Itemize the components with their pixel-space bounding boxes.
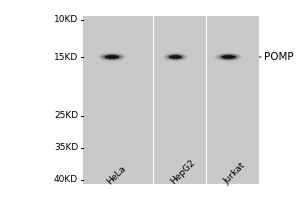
Ellipse shape <box>107 55 117 59</box>
Ellipse shape <box>105 55 119 59</box>
Ellipse shape <box>225 56 232 58</box>
Ellipse shape <box>219 54 238 60</box>
Text: 40KD: 40KD <box>54 176 78 184</box>
Ellipse shape <box>104 55 120 59</box>
Ellipse shape <box>101 54 123 60</box>
Text: 25KD: 25KD <box>54 112 78 120</box>
Ellipse shape <box>221 55 236 59</box>
Text: HeLa: HeLa <box>106 163 128 186</box>
Ellipse shape <box>221 55 236 59</box>
Ellipse shape <box>168 55 182 59</box>
Text: 35KD: 35KD <box>54 144 78 152</box>
Ellipse shape <box>106 55 118 59</box>
Ellipse shape <box>222 55 235 59</box>
Ellipse shape <box>100 53 124 61</box>
Text: HepG2: HepG2 <box>169 158 197 186</box>
Ellipse shape <box>217 53 240 61</box>
Ellipse shape <box>218 54 239 60</box>
Ellipse shape <box>103 54 121 60</box>
Ellipse shape <box>165 53 186 61</box>
Ellipse shape <box>166 54 185 60</box>
Ellipse shape <box>215 53 242 61</box>
Text: POMP: POMP <box>260 52 293 62</box>
Ellipse shape <box>99 53 125 61</box>
Text: Jurkat: Jurkat <box>222 161 247 186</box>
Ellipse shape <box>173 56 177 58</box>
Ellipse shape <box>171 55 180 59</box>
Text: 15KD: 15KD <box>54 52 78 62</box>
FancyBboxPatch shape <box>82 16 260 184</box>
Ellipse shape <box>172 56 178 58</box>
Ellipse shape <box>224 55 233 59</box>
Ellipse shape <box>164 53 188 61</box>
Ellipse shape <box>170 55 181 59</box>
Ellipse shape <box>110 56 114 58</box>
Ellipse shape <box>167 54 184 60</box>
Ellipse shape <box>226 56 231 58</box>
Text: 10KD: 10KD <box>54 16 78 24</box>
Ellipse shape <box>108 56 116 58</box>
Ellipse shape <box>169 55 182 59</box>
